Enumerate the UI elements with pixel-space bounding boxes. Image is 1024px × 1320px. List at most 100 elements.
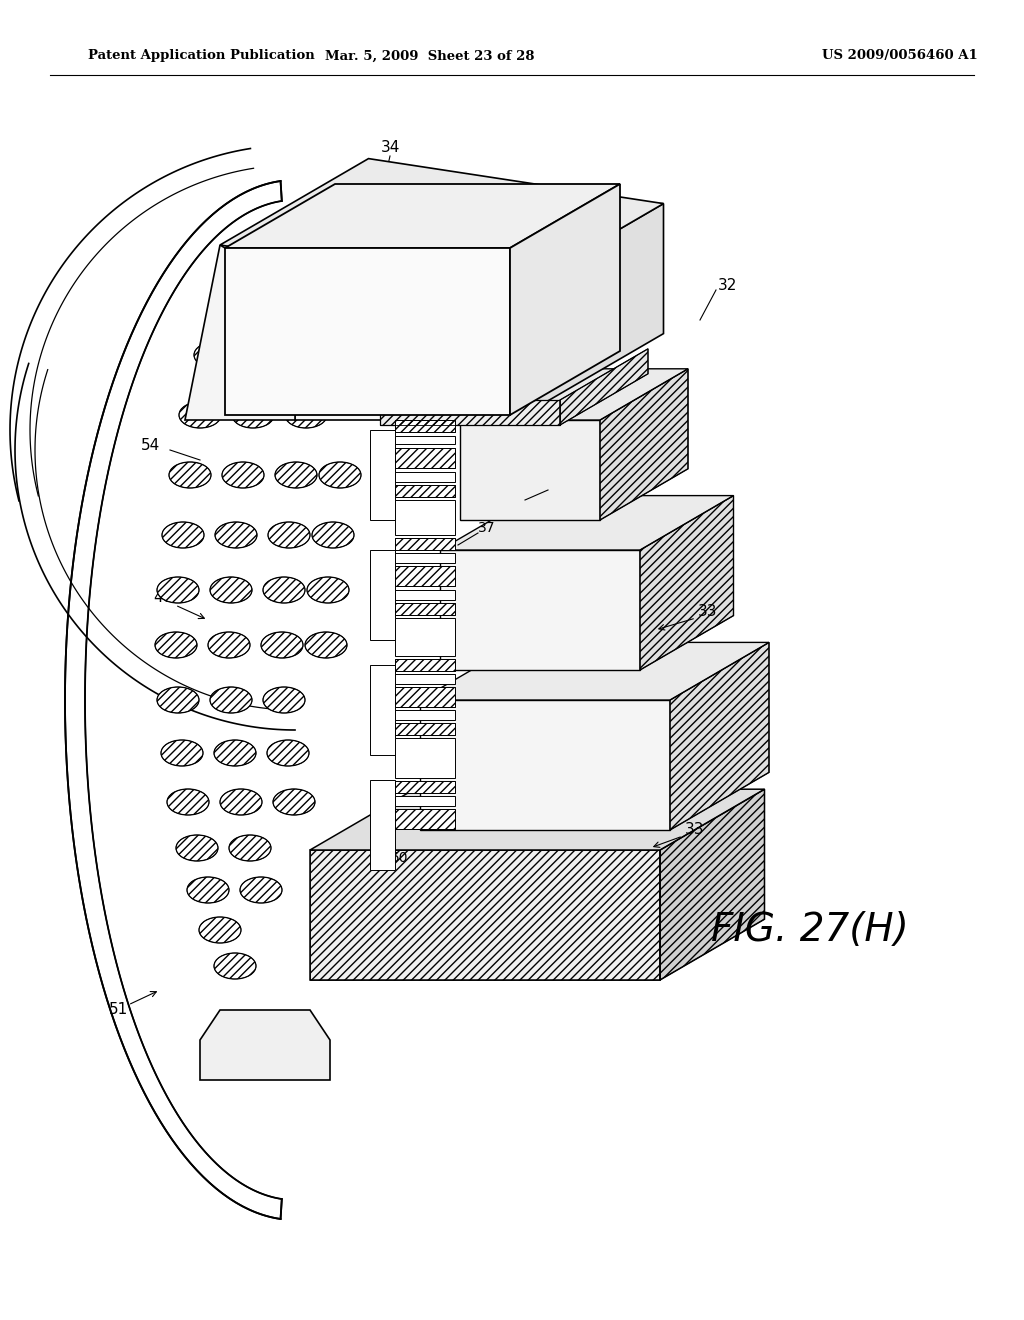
Polygon shape — [310, 789, 765, 850]
Polygon shape — [370, 550, 395, 640]
Text: FIG. 27(H): FIG. 27(H) — [711, 911, 909, 949]
Text: 51: 51 — [109, 1002, 128, 1018]
Polygon shape — [420, 700, 670, 830]
Text: 54: 54 — [140, 437, 160, 453]
Ellipse shape — [285, 403, 327, 428]
Polygon shape — [310, 850, 660, 979]
Polygon shape — [640, 495, 733, 671]
Text: 50: 50 — [391, 851, 409, 865]
Text: 42: 42 — [551, 480, 568, 495]
Polygon shape — [395, 420, 455, 432]
Polygon shape — [395, 473, 455, 482]
Ellipse shape — [240, 876, 282, 903]
Ellipse shape — [267, 741, 309, 766]
Ellipse shape — [247, 342, 289, 368]
Polygon shape — [370, 430, 395, 520]
Text: Patent Application Publication: Patent Application Publication — [88, 49, 314, 62]
Ellipse shape — [268, 521, 310, 548]
Polygon shape — [395, 675, 455, 684]
Ellipse shape — [208, 632, 250, 657]
Polygon shape — [370, 665, 395, 755]
Ellipse shape — [263, 686, 305, 713]
Polygon shape — [395, 809, 455, 829]
Polygon shape — [440, 495, 733, 550]
Polygon shape — [395, 500, 455, 535]
Polygon shape — [460, 368, 688, 420]
Text: 50: 50 — [419, 642, 437, 655]
Polygon shape — [295, 290, 515, 420]
Polygon shape — [370, 780, 395, 870]
Ellipse shape — [214, 741, 256, 766]
Polygon shape — [395, 553, 455, 564]
Text: 33: 33 — [685, 822, 705, 837]
Ellipse shape — [312, 521, 354, 548]
Text: 37: 37 — [478, 521, 496, 535]
Ellipse shape — [214, 953, 256, 979]
Ellipse shape — [229, 836, 271, 861]
Ellipse shape — [275, 462, 317, 488]
Ellipse shape — [155, 632, 197, 657]
Polygon shape — [220, 158, 664, 290]
Polygon shape — [515, 203, 664, 420]
Ellipse shape — [263, 577, 305, 603]
Polygon shape — [380, 400, 560, 425]
Polygon shape — [395, 781, 455, 793]
Polygon shape — [395, 659, 455, 671]
Text: 40: 40 — [154, 590, 173, 606]
Text: 36: 36 — [459, 333, 477, 347]
Text: 32: 32 — [718, 277, 737, 293]
Polygon shape — [295, 203, 664, 290]
Ellipse shape — [307, 577, 349, 603]
Text: 37: 37 — [459, 301, 477, 315]
Polygon shape — [225, 248, 510, 414]
Polygon shape — [65, 181, 282, 1218]
Polygon shape — [420, 643, 769, 700]
Ellipse shape — [210, 686, 252, 713]
Ellipse shape — [300, 342, 342, 368]
Polygon shape — [395, 447, 455, 469]
Text: 50: 50 — [412, 313, 429, 327]
Ellipse shape — [199, 917, 241, 942]
Ellipse shape — [176, 836, 218, 861]
Ellipse shape — [157, 686, 199, 713]
Polygon shape — [395, 603, 455, 615]
Polygon shape — [395, 710, 455, 719]
Polygon shape — [600, 368, 688, 520]
Ellipse shape — [161, 741, 203, 766]
Ellipse shape — [179, 403, 221, 428]
Ellipse shape — [222, 462, 264, 488]
Ellipse shape — [220, 789, 262, 814]
Polygon shape — [395, 686, 455, 708]
Ellipse shape — [210, 577, 252, 603]
Polygon shape — [395, 738, 455, 777]
Text: Mar. 5, 2009  Sheet 23 of 28: Mar. 5, 2009 Sheet 23 of 28 — [326, 49, 535, 62]
Polygon shape — [185, 246, 295, 420]
Polygon shape — [200, 1010, 330, 1080]
Ellipse shape — [261, 632, 303, 657]
Ellipse shape — [273, 789, 315, 814]
Polygon shape — [510, 183, 620, 414]
Ellipse shape — [194, 342, 236, 368]
Polygon shape — [670, 643, 769, 830]
Text: 33: 33 — [698, 605, 718, 619]
Text: 34: 34 — [380, 140, 399, 156]
Polygon shape — [395, 436, 455, 444]
Ellipse shape — [305, 632, 347, 657]
Polygon shape — [660, 789, 765, 979]
Polygon shape — [225, 183, 620, 248]
Ellipse shape — [167, 789, 209, 814]
Ellipse shape — [162, 521, 204, 548]
Polygon shape — [395, 796, 455, 807]
Ellipse shape — [232, 403, 274, 428]
Polygon shape — [460, 420, 600, 520]
Ellipse shape — [187, 876, 229, 903]
Polygon shape — [395, 590, 455, 601]
Ellipse shape — [319, 462, 361, 488]
Polygon shape — [395, 539, 455, 550]
Ellipse shape — [215, 521, 257, 548]
Polygon shape — [395, 566, 455, 586]
Polygon shape — [395, 618, 455, 656]
Polygon shape — [395, 723, 455, 735]
Polygon shape — [395, 484, 455, 498]
Polygon shape — [440, 550, 640, 671]
